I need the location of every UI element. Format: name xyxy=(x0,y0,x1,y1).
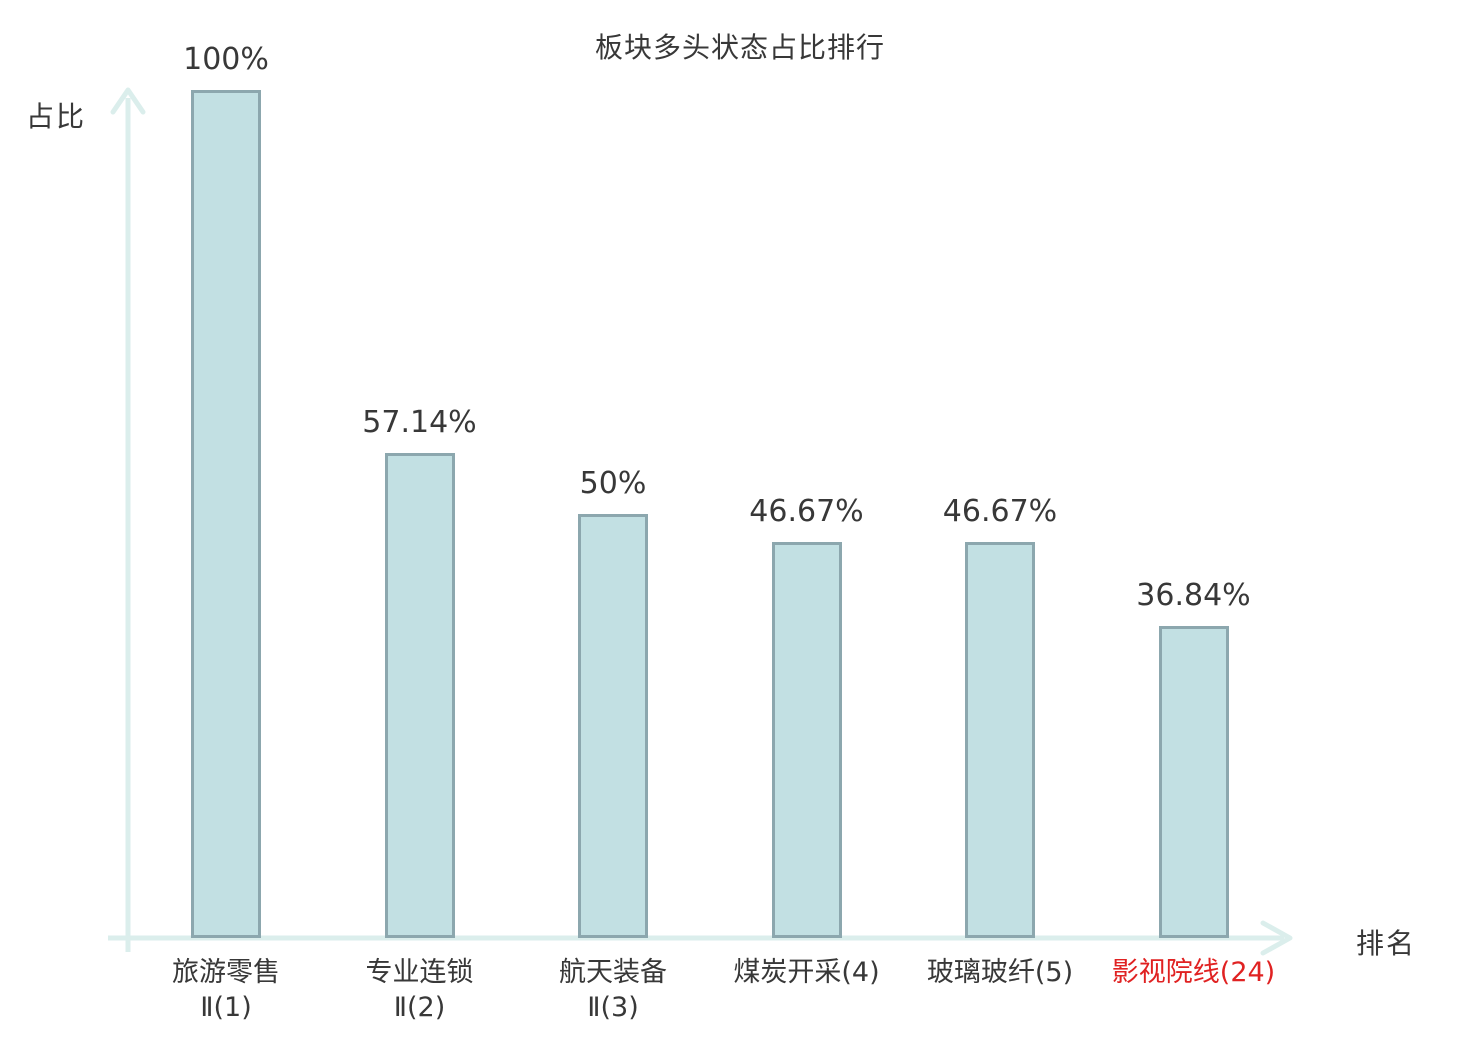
bar-category-label: 专业连锁 Ⅱ(2) xyxy=(315,955,525,1025)
bar-value-label: 46.67% xyxy=(942,494,1058,530)
x-axis-label: 排名 xyxy=(1356,927,1417,960)
bar xyxy=(1158,625,1229,938)
bar-value-label: 50% xyxy=(579,466,647,501)
bar-value-label: 36.84% xyxy=(1136,577,1251,613)
bar-category-label: 煤炭开采(4) xyxy=(702,955,912,990)
bar-category-label-line: 旅游零售 xyxy=(172,957,280,988)
bar-category-label-line: Ⅱ(2) xyxy=(393,992,446,1023)
bar-value-label: 100% xyxy=(183,42,269,77)
bar-category-label-line: 玻璃玻纤(5) xyxy=(926,957,1074,988)
bar xyxy=(384,453,455,938)
y-axis-label: 占比 xyxy=(26,100,87,133)
bar-category-label-line: 航天装备 xyxy=(559,957,667,988)
bar-category-label-line: Ⅱ(3) xyxy=(587,992,639,1023)
bar-category-label: 旅游零售 Ⅱ(1) xyxy=(121,955,331,1025)
y-axis-arrow-icon xyxy=(110,87,146,115)
bar-value-label: 57.14% xyxy=(362,405,477,441)
bar-category-label: 航天装备 Ⅱ(3) xyxy=(508,955,718,1025)
bar xyxy=(578,514,648,938)
bar-category-label-line: Ⅱ(1) xyxy=(200,992,252,1023)
bar-category-label: 影视院线(24) xyxy=(1089,955,1299,990)
bar xyxy=(771,542,842,938)
bar-category-label-line: 煤炭开采(4) xyxy=(733,957,880,988)
bar xyxy=(191,90,261,938)
chart-title: 板块多头状态占比排行 xyxy=(594,31,885,64)
bar-category-label-line: 专业连锁 xyxy=(365,957,474,988)
bar-value-label: 46.67% xyxy=(749,494,864,530)
bar-category-label: 玻璃玻纤(5) xyxy=(895,955,1105,990)
bar-category-label-line: 影视院线(24) xyxy=(1111,957,1276,988)
x-axis-arrow-icon xyxy=(1260,920,1293,956)
bar xyxy=(965,542,1035,938)
